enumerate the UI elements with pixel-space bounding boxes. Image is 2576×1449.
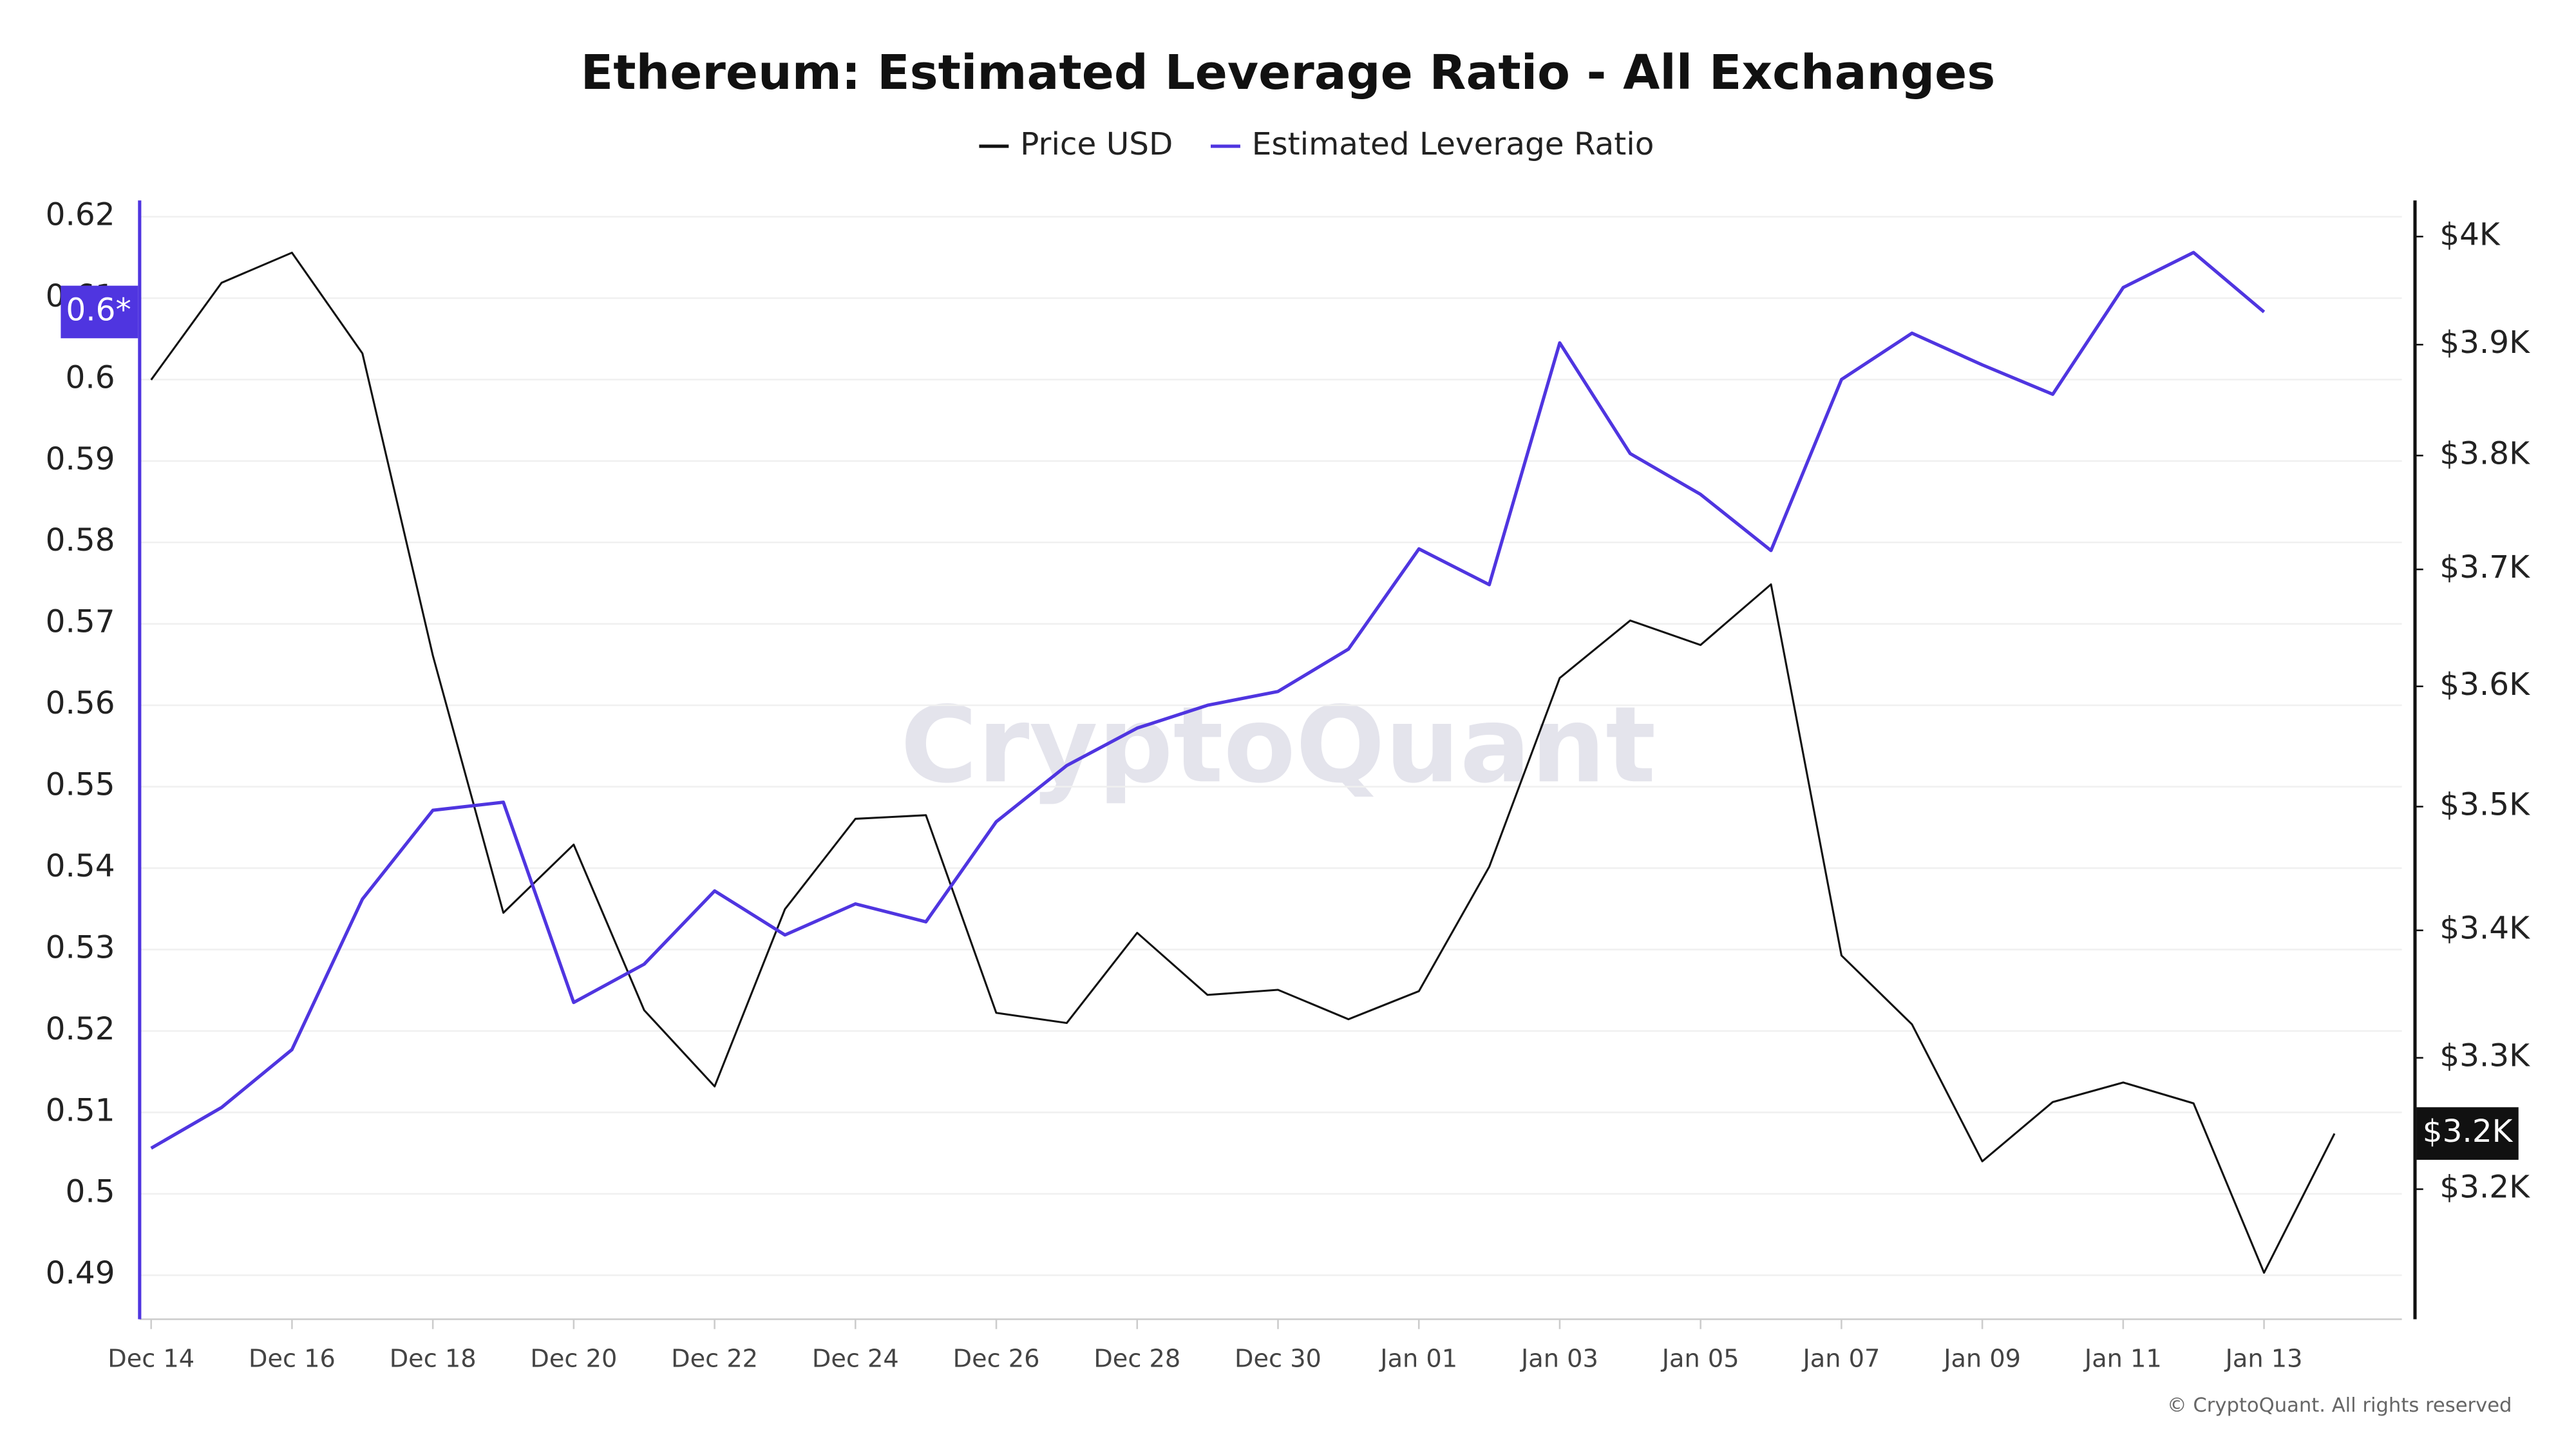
y-tick-label: 0.62 xyxy=(46,197,115,233)
y-tick-label: 0.57 xyxy=(46,604,115,640)
series-line xyxy=(150,251,2266,1150)
y2-tick-label: $3.2K xyxy=(2439,1170,2530,1206)
y2-tick-label: $3.6K xyxy=(2439,667,2530,703)
y2-tick-label: $3.9K xyxy=(2439,325,2530,361)
value-badge-label: $3.2K xyxy=(2423,1113,2514,1150)
watermark: CryptoQuant xyxy=(900,683,1656,806)
y-tick-label: 0.6 xyxy=(66,359,115,395)
y-tick-label: 0.5 xyxy=(66,1174,115,1210)
x-tick-label: Jan 07 xyxy=(1801,1345,1880,1374)
y-tick-label: 0.56 xyxy=(46,685,115,721)
x-tick-label: Dec 26 xyxy=(953,1345,1040,1374)
y-tick-label: 0.53 xyxy=(46,929,115,965)
y-tick-label: 0.51 xyxy=(46,1092,115,1128)
x-tick-label: Dec 16 xyxy=(249,1345,336,1374)
value-badge-label: 0.6* xyxy=(66,292,131,328)
x-tick-label: Dec 30 xyxy=(1235,1345,1321,1374)
y-tick-label: 0.52 xyxy=(46,1011,115,1047)
series-line xyxy=(150,251,2336,1274)
x-tick-label: Jan 05 xyxy=(1661,1345,1739,1374)
y2-tick-label: $3.7K xyxy=(2439,549,2530,585)
y-tick-label: 0.59 xyxy=(46,441,115,477)
y2-tick-label: $3.4K xyxy=(2439,911,2530,947)
y-tick-label: 0.54 xyxy=(46,848,115,884)
value-badge xyxy=(2416,1107,2519,1160)
chart-title: Ethereum: Estimated Leverage Ratio - All… xyxy=(581,45,1996,100)
footer: © CryptoQuant. All rights reserved xyxy=(2167,1394,2512,1417)
x-tick-label: Jan 09 xyxy=(1942,1345,2021,1374)
x-tick-label: Dec 28 xyxy=(1094,1345,1180,1374)
legend-label: Estimated Leverage Ratio xyxy=(1252,126,1654,162)
legend-label: Price USD xyxy=(1020,126,1173,162)
y2-tick-label: $3.8K xyxy=(2439,435,2530,471)
x-tick-label: Dec 24 xyxy=(812,1345,899,1374)
x-tick-label: Jan 11 xyxy=(2083,1345,2162,1374)
y2-tick-label: $3.3K xyxy=(2439,1038,2530,1074)
x-tick-label: Dec 20 xyxy=(530,1345,617,1374)
y2-tick-label: $3.5K xyxy=(2439,787,2530,823)
x-tick-label: Jan 13 xyxy=(2224,1345,2303,1374)
x-tick-label: Dec 18 xyxy=(390,1345,477,1374)
value-badge xyxy=(61,285,138,339)
x-tick-label: Dec 14 xyxy=(108,1345,194,1374)
y-tick-label: 0.58 xyxy=(46,522,115,558)
x-tick-label: Jan 01 xyxy=(1379,1345,1457,1374)
x-tick-label: Jan 03 xyxy=(1520,1345,1598,1374)
y-tick-label: 0.55 xyxy=(46,767,115,803)
y2-tick-label: $4K xyxy=(2439,216,2501,252)
y-tick-label: 0.49 xyxy=(46,1255,115,1291)
x-tick-label: Dec 22 xyxy=(671,1345,758,1374)
